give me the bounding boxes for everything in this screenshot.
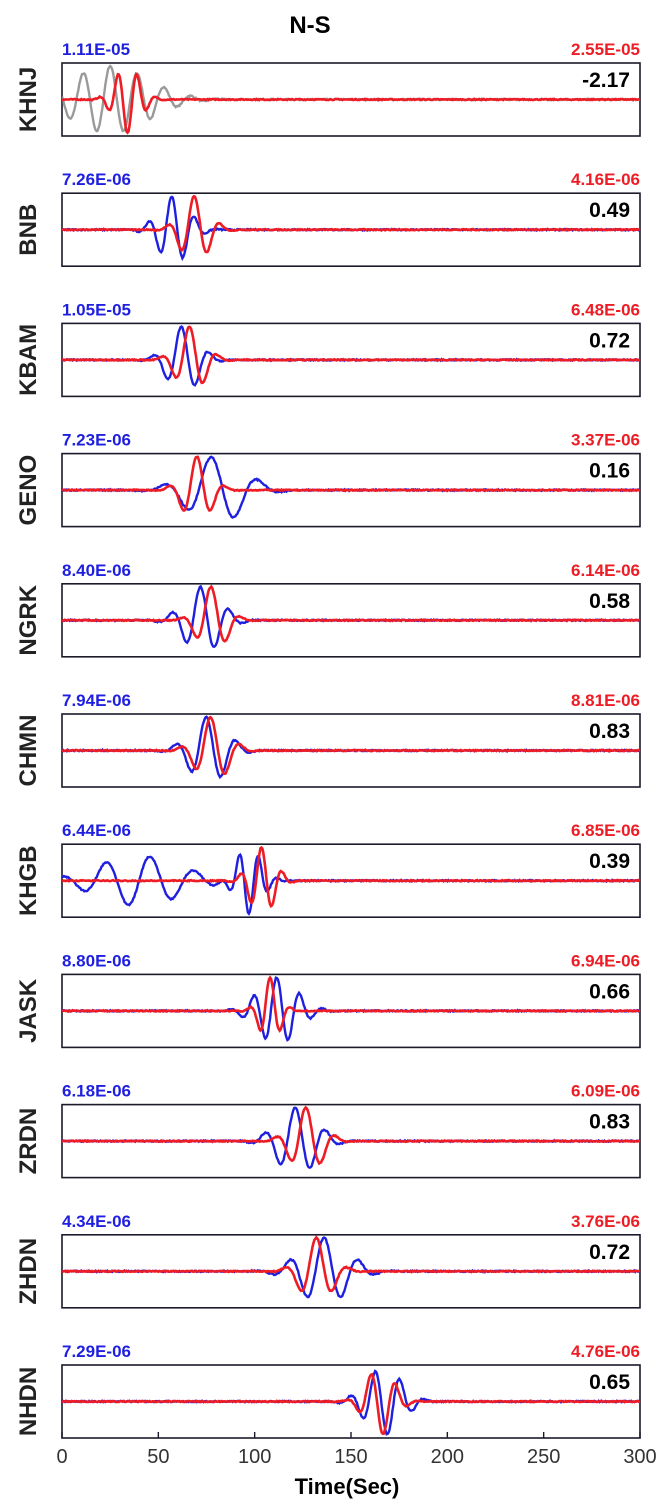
x-tick-label: 50 — [147, 1446, 169, 1468]
correlation-value: 0.83 — [589, 1111, 630, 1134]
station-label: JASK — [15, 978, 42, 1043]
station-label: NGRK — [15, 584, 42, 655]
panel-khgb: KHGB 6.44E-06 6.85E-06 0.39 — [15, 821, 641, 919]
correlation-value: 0.16 — [589, 460, 630, 483]
synthetic-trace — [62, 1372, 640, 1436]
panel-bnb: BNB 7.26E-06 4.16E-06 0.49 — [15, 170, 641, 267]
station-label: ZHDN — [15, 1238, 42, 1305]
observed-amplitude-label: 7.23E-06 — [62, 431, 131, 450]
station-label: CHMN — [15, 715, 42, 787]
figure-title: N-S — [289, 12, 330, 39]
observed-amplitude-label: 7.29E-06 — [62, 1342, 131, 1361]
synthetic-trace — [62, 584, 640, 643]
x-tick-label: 200 — [431, 1446, 464, 1468]
station-label: ZRDN — [15, 1108, 42, 1175]
station-label: BNB — [15, 204, 42, 256]
panel-zrdn: ZRDN 6.18E-06 6.09E-06 0.83 — [15, 1082, 641, 1179]
station-label: GENO — [15, 455, 42, 526]
observed-amplitude-label: 1.05E-05 — [62, 300, 131, 319]
panel-chmn: CHMN 7.94E-06 8.81E-06 0.83 — [15, 691, 641, 788]
correlation-value: 0.58 — [589, 590, 630, 613]
station-label: KHGB — [15, 845, 42, 916]
synthetic-trace — [62, 715, 640, 776]
synthetic-trace — [62, 1105, 640, 1166]
observed-amplitude-label: 7.26E-06 — [62, 170, 131, 189]
correlation-value: -2.17 — [582, 69, 630, 92]
correlation-value: 0.39 — [589, 850, 630, 873]
observed-trace — [62, 852, 640, 916]
synthetic-amplitude-label: 6.14E-06 — [571, 561, 640, 580]
observed-amplitude-label: 4.34E-06 — [62, 1212, 131, 1231]
panel-geno: GENO 7.23E-06 3.37E-06 0.16 — [15, 431, 641, 528]
observed-trace — [62, 715, 640, 780]
synthetic-amplitude-label: 8.81E-06 — [571, 691, 640, 710]
station-label: KBAM — [15, 324, 42, 396]
correlation-value: 0.49 — [589, 199, 630, 222]
observed-trace — [62, 195, 640, 262]
synthetic-trace — [62, 71, 640, 135]
observed-trace — [62, 976, 640, 1042]
panel-ngrk: NGRK 8.40E-06 6.14E-06 0.58 — [15, 561, 641, 658]
x-tick-label: 0 — [56, 1446, 67, 1468]
panel-jask: JASK 8.80E-06 6.94E-06 0.66 — [15, 951, 641, 1049]
observed-amplitude-label: 8.40E-06 — [62, 561, 131, 580]
panel-kbam: KBAM 1.05E-05 6.48E-06 0.72 — [15, 300, 641, 398]
observed-trace — [62, 584, 640, 648]
synthetic-amplitude-label: 3.37E-06 — [571, 431, 640, 450]
panels-group: KHNJ 1.11E-05 2.55E-05 -2.17 BNB 7.26E-06 4.16… — [15, 40, 641, 1439]
observed-amplitude-label: 6.44E-06 — [62, 821, 131, 840]
panel-khnj: KHNJ 1.11E-05 2.55E-05 -2.17 — [15, 40, 641, 137]
synthetic-amplitude-label: 6.85E-06 — [571, 821, 640, 840]
synthetic-trace — [62, 975, 640, 1033]
synthetic-trace — [62, 1235, 640, 1293]
synthetic-trace — [62, 325, 640, 385]
station-label: KHNJ — [15, 67, 42, 132]
x-tick-label: 300 — [623, 1446, 656, 1468]
synthetic-amplitude-label: 3.76E-06 — [571, 1212, 640, 1231]
observed-amplitude-label: 8.80E-06 — [62, 951, 131, 970]
x-tick-label: 250 — [527, 1446, 560, 1468]
observed-amplitude-label: 7.94E-06 — [62, 691, 131, 710]
synthetic-amplitude-label: 4.16E-06 — [571, 170, 640, 189]
observed-trace — [62, 455, 640, 519]
synthetic-trace — [62, 455, 640, 513]
observed-trace — [62, 325, 640, 387]
synthetic-amplitude-label: 6.09E-06 — [571, 1082, 640, 1101]
synthetic-amplitude-label: 4.76E-06 — [571, 1342, 640, 1361]
correlation-value: 0.66 — [589, 980, 630, 1003]
panel-nhdn: NHDN 7.29E-06 4.76E-06 0.65 — [15, 1342, 641, 1439]
x-tick-label: 100 — [238, 1446, 271, 1468]
synthetic-trace — [62, 845, 640, 909]
correlation-value: 0.72 — [589, 329, 630, 352]
synthetic-amplitude-label: 2.55E-05 — [571, 40, 640, 59]
synthetic-trace — [62, 194, 640, 254]
synthetic-amplitude-label: 6.94E-06 — [571, 951, 640, 970]
panel-zhdn: ZHDN 4.34E-06 3.76E-06 0.72 — [15, 1212, 641, 1309]
x-axis-label: Time(Sec) — [295, 1474, 400, 1499]
observed-trace — [62, 1106, 640, 1169]
correlation-value: 0.65 — [589, 1371, 630, 1394]
x-axis: 0 50 100 150 200 250 300 — [56, 1432, 657, 1468]
correlation-value: 0.83 — [589, 720, 630, 743]
x-tick-label: 150 — [334, 1446, 367, 1468]
correlation-value: 0.72 — [589, 1241, 630, 1264]
observed-amplitude-label: 6.18E-06 — [62, 1082, 131, 1101]
synthetic-amplitude-label: 6.48E-06 — [571, 300, 640, 319]
station-label: NHDN — [15, 1367, 42, 1436]
observed-trace — [62, 1236, 640, 1299]
observed-amplitude-label: 1.11E-05 — [62, 40, 130, 59]
